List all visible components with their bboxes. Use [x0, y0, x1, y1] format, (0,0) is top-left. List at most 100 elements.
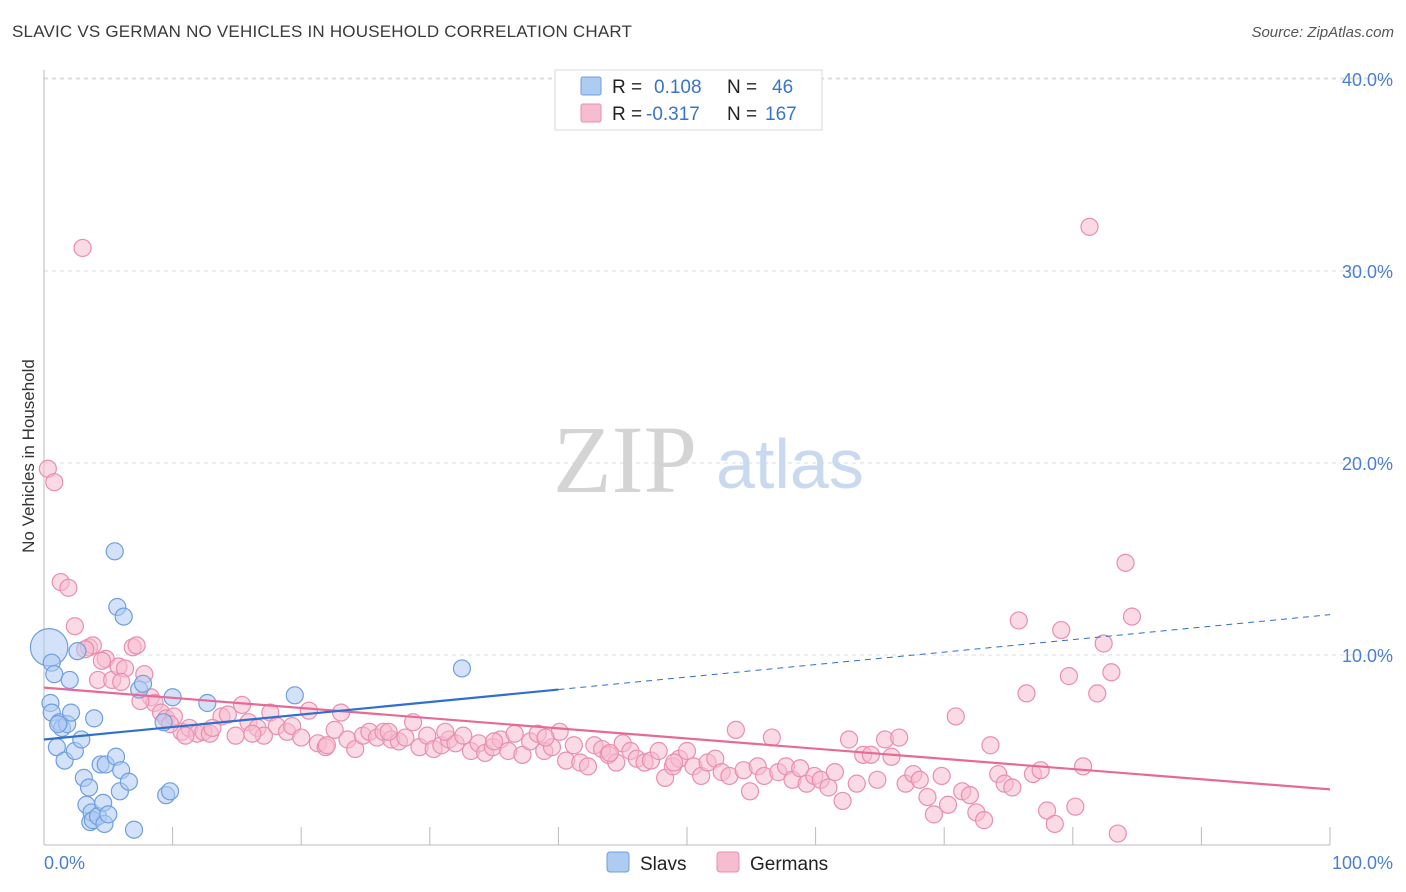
germans-n-label: N =: [727, 104, 757, 125]
slavs-point: [72, 730, 91, 749]
germans-point: [564, 736, 583, 755]
trend-lines: [43, 614, 1331, 791]
germans-point: [92, 651, 111, 670]
germans-point: [127, 636, 146, 655]
germans-point: [505, 724, 524, 743]
germans-point: [1116, 553, 1135, 572]
germans-point: [1052, 620, 1071, 640]
germans-point: [243, 724, 262, 743]
slavs-point: [124, 820, 144, 839]
y-tick-label: 20.0%: [1342, 454, 1393, 474]
chart-title: SLAVIC VS GERMAN NO VEHICLES IN HOUSEHOL…: [12, 22, 633, 41]
watermark-zip: ZIP: [553, 406, 697, 513]
slavs-point: [68, 642, 87, 661]
germans-trend-line: [43, 686, 1331, 791]
germans-point: [379, 722, 398, 741]
germans-point: [1108, 824, 1127, 843]
germans-point: [981, 736, 1000, 755]
germans-point: [839, 730, 859, 749]
germans-point: [677, 741, 697, 761]
germans-point: [454, 726, 473, 745]
y-tick-labels: 10.0% 20.0% 30.0% 40.0%: [1342, 70, 1393, 666]
slavs-point: [49, 715, 68, 734]
y-tick-label: 30.0%: [1342, 262, 1393, 282]
legend-germans-label: Germans: [750, 854, 828, 875]
germans-r-label: R =: [612, 104, 642, 125]
germans-point: [1122, 607, 1142, 626]
germans-point: [825, 763, 844, 782]
y-tick-label: 40.0%: [1342, 70, 1393, 90]
germans-point: [665, 753, 684, 772]
slavs-trend-extension: [558, 614, 1331, 691]
germans-point: [960, 786, 980, 805]
germans-point: [847, 774, 866, 793]
germans-point: [1031, 761, 1050, 780]
germans-point: [325, 720, 344, 739]
slavs-point: [160, 782, 180, 801]
germans-points: [38, 217, 1142, 843]
slavs-point: [452, 659, 472, 678]
germans-point: [112, 672, 131, 691]
germans-point: [65, 617, 84, 636]
germans-point: [59, 578, 78, 597]
germans-point: [833, 791, 852, 811]
germans-point: [1080, 217, 1099, 236]
slavs-point: [45, 665, 64, 684]
legend-slavs-swatch: [606, 851, 630, 873]
slavs-point: [114, 607, 133, 626]
germans-point: [932, 766, 951, 786]
slavs-n-value: 46: [772, 77, 793, 98]
x-tick-label-max: 100.0%: [1332, 853, 1393, 873]
germans-point: [740, 782, 760, 801]
germans-point: [1045, 814, 1064, 834]
germans-point: [1094, 634, 1113, 653]
germans-point: [1102, 663, 1121, 682]
germans-point: [292, 728, 311, 747]
germans-point: [536, 728, 555, 747]
x-tick-labels: 0.0% 100.0%: [44, 853, 1393, 873]
germans-point: [974, 811, 994, 830]
slavs-point: [60, 670, 79, 690]
axis-layer: [43, 70, 1331, 846]
slavs-trend-line: [43, 688, 559, 741]
series-legend: Slavs Germans: [606, 851, 828, 875]
germans-point: [232, 695, 252, 715]
slavs-point: [99, 805, 118, 824]
slavs-point: [119, 772, 138, 791]
slavs-point: [61, 703, 81, 722]
germans-point: [45, 473, 64, 492]
germans-point: [317, 736, 337, 755]
watermark-atlas: atlas: [716, 425, 864, 503]
germans-point: [299, 701, 319, 720]
slavs-point: [198, 693, 217, 713]
germans-point: [73, 238, 92, 258]
source-credit: Source: ZipAtlas.com: [1251, 24, 1394, 41]
germans-point: [176, 726, 195, 745]
germans-point: [861, 745, 880, 764]
germans-point: [938, 795, 958, 814]
germans-point: [1003, 778, 1022, 797]
germans-point: [1037, 801, 1057, 820]
legend-germans-swatch: [716, 851, 740, 873]
germans-point: [218, 705, 237, 724]
slavs-legend-swatch: [580, 76, 602, 96]
germans-point: [1017, 684, 1036, 703]
germans-point: [485, 732, 504, 751]
germans-r-value: -0.317: [646, 104, 700, 125]
x-tick-label-min: 0.0%: [44, 853, 85, 873]
germans-point: [226, 726, 245, 745]
germans-legend-swatch: [580, 103, 602, 123]
germans-point: [1088, 684, 1107, 703]
slavs-points: [29, 542, 472, 839]
germans-point: [1066, 797, 1085, 816]
legend-slavs-label: Slavs: [640, 854, 686, 875]
germans-point: [578, 757, 598, 776]
germans-point: [1073, 757, 1093, 776]
germans-point: [924, 805, 944, 824]
germans-point: [436, 722, 455, 741]
germans-point: [762, 728, 781, 747]
germans-point: [890, 728, 909, 747]
slavs-point: [133, 674, 153, 693]
germans-point: [819, 778, 838, 797]
